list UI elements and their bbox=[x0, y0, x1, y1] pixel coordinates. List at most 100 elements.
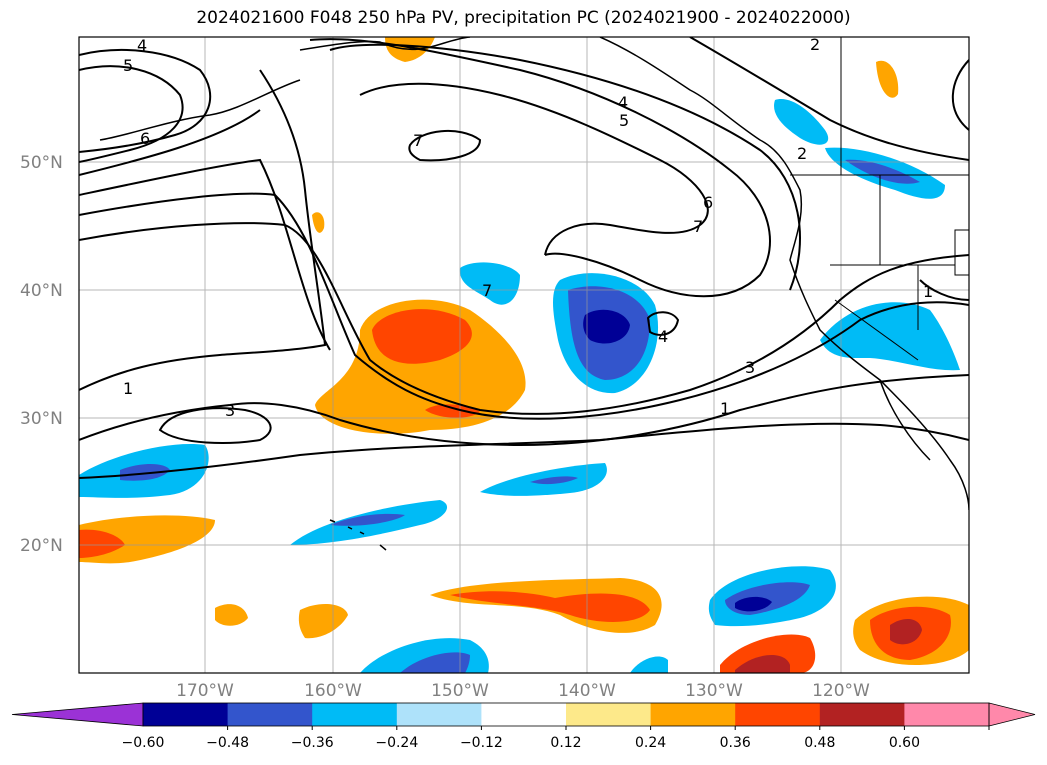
contour-label: 6 bbox=[703, 193, 713, 212]
contour-label: 5 bbox=[619, 111, 629, 130]
colorbar-segment bbox=[819, 703, 905, 726]
pv-contour-3-south bbox=[158, 407, 272, 444]
lon-label-160w: 160°W bbox=[304, 681, 362, 701]
colorbar-tick-label: −0.12 bbox=[460, 735, 503, 751]
colorbar-extend-low bbox=[11, 702, 144, 727]
precip-strong-blob-central-2 bbox=[425, 404, 480, 418]
pv-contour-7-arc bbox=[359, 82, 709, 256]
coastline-baja bbox=[879, 379, 931, 461]
contour-label: 4 bbox=[137, 36, 147, 55]
map-frame bbox=[78, 36, 970, 674]
colorbar: −0.60 −0.48 −0.36 −0.24 −0.12 0.12 0.24 0.36 0.4… bbox=[11, 702, 1036, 751]
precip-positive-blob-sw bbox=[298, 603, 348, 639]
coastlines bbox=[99, 37, 969, 551]
precip-negative-blob-bottom-2 bbox=[630, 656, 668, 673]
colorbar-segment bbox=[904, 703, 990, 726]
colorbar-tick-label: 0.36 bbox=[720, 735, 751, 751]
contour-label: 7 bbox=[482, 281, 492, 300]
lat-label-30n: 30°N bbox=[20, 409, 63, 429]
pv-contour-5-arc bbox=[329, 43, 801, 291]
contour-label: 1 bbox=[123, 379, 133, 398]
precip-positive-blob-se-max bbox=[890, 618, 922, 645]
contour-label: 2 bbox=[810, 35, 820, 54]
precip-negative-blob-west-core bbox=[120, 464, 170, 481]
colorbar-segment bbox=[481, 703, 567, 726]
colorbar-segment bbox=[566, 703, 652, 726]
contour-label: 3 bbox=[745, 358, 755, 377]
political-borders bbox=[790, 37, 970, 361]
pv-contour-big-ridge-2 bbox=[79, 192, 969, 420]
precip-negative-blob-coast bbox=[820, 302, 960, 371]
lon-label-170w: 170°W bbox=[176, 681, 234, 701]
contour-label: 6 bbox=[140, 129, 150, 148]
colorbar-tick-label: 0.12 bbox=[550, 735, 581, 751]
colorbar-tick-label: −0.24 bbox=[375, 735, 418, 751]
lat-label-50n: 50°N bbox=[20, 153, 63, 173]
precip-positive-blob-west bbox=[79, 515, 215, 564]
colorbar-tick-label: −0.48 bbox=[206, 735, 249, 751]
figure-title: 2024021600 F048 250 hPa PV, precipitatio… bbox=[196, 8, 851, 28]
colorbar-tick-label: 0.24 bbox=[635, 735, 666, 751]
pv-contour-4-small bbox=[646, 311, 680, 336]
contour-label: 5 bbox=[123, 56, 133, 75]
colorbar-tick-label: −0.60 bbox=[122, 735, 165, 751]
pv-contour-4-nw bbox=[79, 49, 212, 153]
pv-contour-1-south bbox=[79, 374, 969, 447]
precip-positive-blob-s bbox=[720, 634, 816, 673]
latitude-labels: 50°N 40°N 30°N 20°N bbox=[20, 153, 63, 556]
contour-label: 4 bbox=[618, 93, 628, 112]
pv-contour-1-ne bbox=[951, 59, 969, 131]
pv-contour-6-arc bbox=[309, 38, 771, 298]
precip-bc-blob bbox=[876, 60, 899, 98]
coastline-aleutians bbox=[99, 79, 301, 141]
precip-negative-band-middle-core bbox=[530, 476, 578, 485]
colorbar-tick-label: 0.48 bbox=[804, 735, 835, 751]
contour-label: 1 bbox=[923, 282, 933, 301]
precip-positive-blob-sw2 bbox=[215, 604, 248, 626]
precipitation-shading bbox=[79, 37, 969, 673]
lon-label-140w: 140°W bbox=[558, 681, 616, 701]
contour-label: 7 bbox=[413, 131, 423, 150]
colorbar-extend-high bbox=[988, 702, 1036, 727]
hawaii-islands bbox=[329, 519, 387, 551]
lat-label-20n: 20°N bbox=[20, 536, 63, 556]
coastline-north-america bbox=[599, 37, 969, 511]
colorbar-tick-label: −0.36 bbox=[291, 735, 334, 751]
pv-contour-5-nw bbox=[79, 65, 184, 163]
colorbar-segment bbox=[227, 703, 313, 726]
lat-label-40n: 40°N bbox=[20, 281, 63, 301]
lon-label-130w: 130°W bbox=[685, 681, 743, 701]
pv-contour-7-north bbox=[408, 129, 482, 162]
contour-label: 2 bbox=[797, 144, 807, 163]
pv-contour-outer bbox=[79, 69, 327, 391]
precip-negative-blob-small bbox=[459, 262, 520, 305]
pv-contour-6-nw bbox=[79, 109, 261, 176]
precip-negative-blob-bottom-core bbox=[400, 652, 470, 673]
colorbar-segment bbox=[312, 703, 398, 726]
contour-label: 3 bbox=[225, 401, 235, 420]
colorbar-segment bbox=[650, 703, 736, 726]
longitude-labels: 170°W 160°W 150°W 140°W 130°W 120°W bbox=[176, 681, 870, 701]
precip-negative-blob-south-max bbox=[735, 596, 772, 612]
contour-labels: 4 5 6 7 2 4 5 2 6 7 7 4 3 1 1 3 1 bbox=[123, 35, 933, 420]
precip-negative-blob-east-core bbox=[583, 309, 630, 344]
colorbar-segment bbox=[143, 703, 229, 726]
precip-positive-blob-s-max bbox=[735, 654, 790, 673]
contour-label: 7 bbox=[693, 217, 703, 236]
precip-negative-blob-coast-2 bbox=[774, 99, 829, 145]
gridlines bbox=[79, 37, 969, 673]
precip-positive-blob-west-core bbox=[79, 529, 125, 558]
contour-label: 4 bbox=[658, 327, 668, 346]
precip-strong-blob-central bbox=[372, 309, 472, 364]
precip-negative-band-hawaii-core bbox=[330, 513, 405, 526]
pv-contours bbox=[79, 37, 969, 479]
contour-label: 1 bbox=[720, 399, 730, 418]
pv-contour-big-ridge-3 bbox=[79, 222, 969, 415]
pv-contour-1-coast bbox=[919, 279, 969, 301]
colorbar-tick-label: 0.60 bbox=[889, 735, 920, 751]
pv-contour-2-north bbox=[689, 37, 969, 161]
lon-label-120w: 120°W bbox=[812, 681, 870, 701]
colorbar-segment bbox=[735, 703, 821, 726]
precip-negative-blob-coast-3-core bbox=[845, 159, 920, 184]
